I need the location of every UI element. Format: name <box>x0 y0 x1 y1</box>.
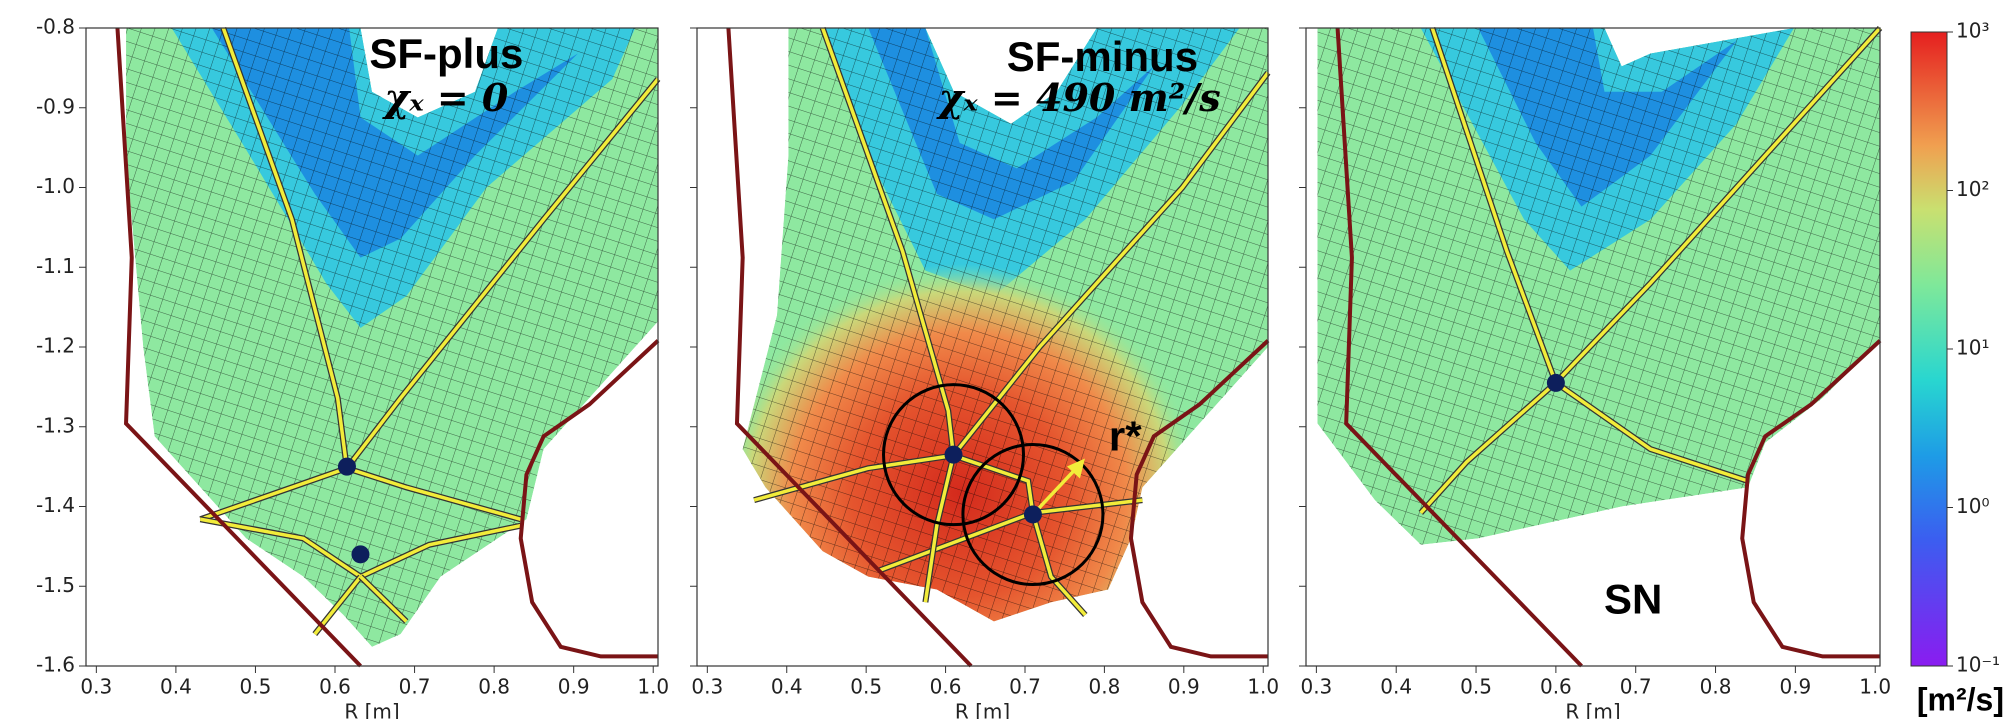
y-tick-label: -1.5 <box>36 573 75 597</box>
panel-title: SF-plus <box>369 30 523 77</box>
region-circle <box>882 383 1026 527</box>
x-tick-label: 0.4 <box>771 675 803 699</box>
x-tick-label: 0.7 <box>399 675 431 699</box>
mesh-region <box>742 28 1268 622</box>
x-tick-label: 0.3 <box>1300 675 1332 699</box>
x-tick-label: 0.6 <box>319 675 351 699</box>
x-tick-label: 0.5 <box>240 675 272 699</box>
colorbar-tick-label: 10¹ <box>1956 336 1989 360</box>
annotation: χₓ = 490 m²/s <box>935 75 1220 120</box>
y-tick-label: -1.0 <box>36 174 75 198</box>
x-tick-label: 0.5 <box>1460 675 1492 699</box>
wall <box>726 27 973 668</box>
x-tick-label: 0.7 <box>1009 675 1041 699</box>
mesh-lines <box>742 28 1268 622</box>
separatrix <box>221 27 349 469</box>
x-tick-label: 0.8 <box>1088 675 1120 699</box>
x-axis-label: R [m] <box>955 700 1010 719</box>
annotation: r* <box>1109 413 1142 460</box>
x-tick-label: 0.4 <box>1380 675 1412 699</box>
region-circle <box>961 442 1105 586</box>
x-tick-label: 0.9 <box>1168 675 1200 699</box>
y-tick-label: -0.9 <box>36 94 75 118</box>
x-tick-label: 0.3 <box>691 675 723 699</box>
x-tick-label: 1.0 <box>637 675 669 699</box>
x-tick-label: 0.6 <box>1540 675 1572 699</box>
y-tick-label: -1.2 <box>36 334 75 358</box>
separatrix <box>1554 26 1882 384</box>
y-tick-label: -0.8 <box>36 15 75 39</box>
wall <box>518 339 660 659</box>
x-tick-label: 0.9 <box>558 675 590 699</box>
separatrix <box>1554 381 1749 483</box>
panel: 0.3 0.4 0.5 0.6 0.7 0.8 0.9 1.0 R [m] SN <box>1299 25 1891 719</box>
separatrix <box>1031 512 1087 617</box>
panel-title: SF-minus <box>1007 33 1198 80</box>
x-tick-label: 0.8 <box>1700 675 1732 699</box>
x-point <box>1023 505 1042 524</box>
panel-title: SN <box>1604 575 1662 622</box>
separatrix <box>923 455 956 603</box>
x-tick-label: 0.8 <box>478 675 510 699</box>
y-tick-label: -1.4 <box>36 493 75 517</box>
wall <box>1335 27 1583 668</box>
y-tick-label: -1.6 <box>36 653 75 677</box>
colorbar-tick-label: 10⁰ <box>1956 494 1989 518</box>
panel: -0.8 -0.9 -1.0 -1.1 -1.2 -1.3 -1.4 -1.5 -1.60.3 0… <box>36 15 669 719</box>
separatrix <box>359 575 408 623</box>
colorbar-tick-label: 10² <box>1956 177 1989 201</box>
panel: 0.3 0.4 0.5 0.6 0.7 0.8 0.9 1.0 R [m] SF-minusχₓ … <box>690 26 1279 719</box>
wall <box>1740 339 1882 659</box>
x-tick-label: 1.0 <box>1247 675 1279 699</box>
x-tick-label: 0.6 <box>930 675 962 699</box>
annotation: χₓ = 0 <box>381 75 509 120</box>
colorbar-tick-label: 10⁻¹ <box>1956 653 2000 677</box>
y-tick-label: -1.1 <box>36 254 75 278</box>
radius-arrow <box>1031 465 1080 516</box>
colorbar-tick-label: 10³ <box>1956 19 1989 43</box>
separatrix <box>1430 27 1558 384</box>
separatrix <box>345 77 660 470</box>
separatrix <box>1419 381 1557 515</box>
x-tick-label: 1.0 <box>1859 675 1891 699</box>
colorbar-label: [m²/s] <box>1917 681 2004 717</box>
x-point <box>1546 373 1565 392</box>
x-axis-label: R [m] <box>1565 700 1620 719</box>
wall <box>1128 339 1270 659</box>
x-tick-label: 0.9 <box>1779 675 1811 699</box>
x-tick-label: 0.4 <box>160 675 192 699</box>
x-tick-label: 0.3 <box>80 675 112 699</box>
x-point <box>944 445 963 464</box>
x-axis-label: R [m] <box>344 700 399 719</box>
wall <box>115 27 362 668</box>
colorbar <box>1910 31 1948 667</box>
x-tick-label: 0.7 <box>1620 675 1652 699</box>
separatrix <box>820 27 956 456</box>
x-tick-label: 0.5 <box>850 675 882 699</box>
x-point <box>337 457 356 476</box>
x-point <box>351 545 370 564</box>
arrow-head <box>1066 458 1085 479</box>
y-tick-label: -1.3 <box>36 413 75 437</box>
